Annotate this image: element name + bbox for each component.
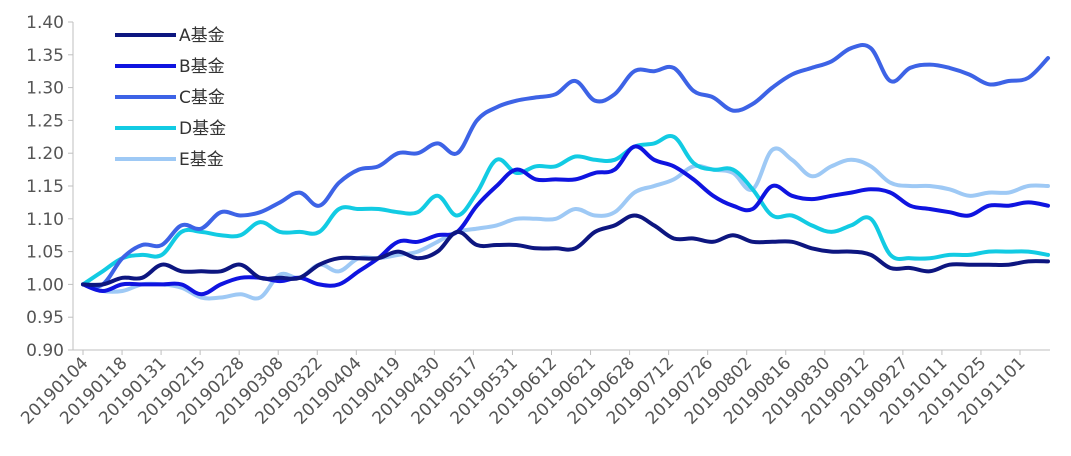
legend-label: B基金 — [179, 57, 225, 77]
series-layer — [81, 43, 1050, 301]
y-tick-label: 0.95 — [26, 308, 64, 328]
legend: A基金 B基金 C基金 D基金 E基金 — [115, 26, 226, 170]
x-tick-labels: 2019010420190118201901312019021520190228… — [17, 350, 1030, 429]
y-tick-label: 1.35 — [26, 46, 64, 66]
legend-label: A基金 — [179, 26, 225, 46]
legend-label: D基金 — [179, 119, 226, 139]
y-tick-label: 1.00 — [26, 275, 64, 295]
series-line-c — [81, 43, 1050, 289]
legend-label: E基金 — [179, 150, 224, 170]
y-tick-label: 1.10 — [26, 210, 64, 230]
y-tick-labels: 0.90 0.95 1.00 1.05 1.10 1.15 1.20 1.25 1.30 1.35… — [26, 13, 73, 361]
y-tick-label: 1.05 — [26, 243, 64, 263]
series-line-e — [81, 146, 1050, 301]
series-line-a — [81, 213, 1050, 287]
legend-label: C基金 — [179, 88, 225, 108]
y-tick-label: 1.40 — [26, 13, 64, 33]
y-tick-label: 1.15 — [26, 177, 64, 197]
series-line-d — [81, 134, 1050, 287]
series-line-b — [81, 144, 1050, 297]
y-tick-label: 1.20 — [26, 144, 64, 164]
y-tick-label: 1.25 — [26, 111, 64, 131]
y-tick-label: 0.90 — [26, 341, 64, 361]
y-tick-label: 1.30 — [26, 79, 64, 99]
